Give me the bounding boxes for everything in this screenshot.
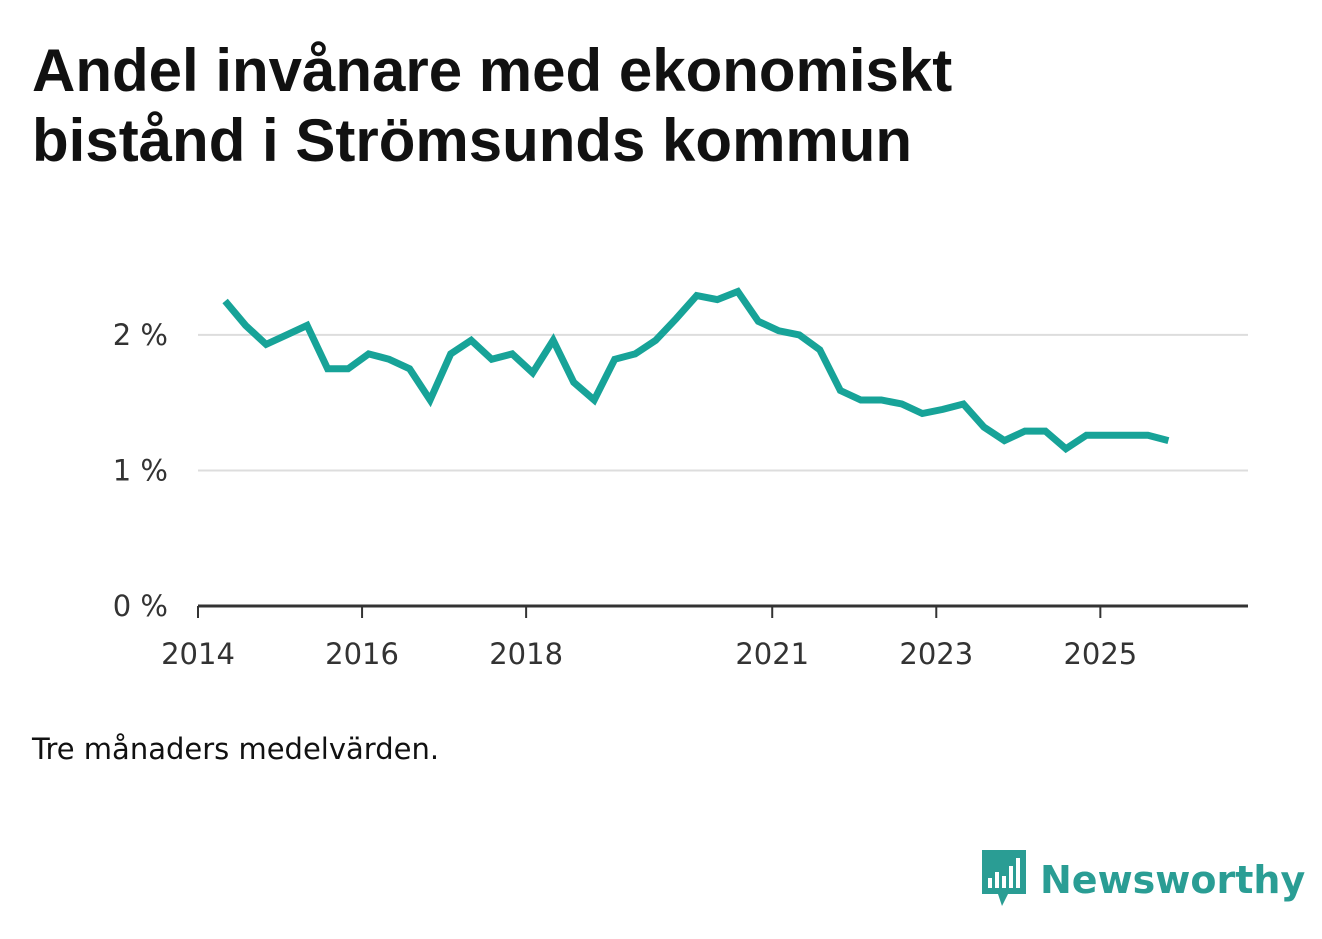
brand-name: Newsworthy bbox=[1040, 858, 1306, 902]
y-axis-labels: 0 % 1 % 2 % bbox=[113, 318, 168, 623]
x-tick-label: 2025 bbox=[1063, 637, 1137, 671]
x-tick-label: 2018 bbox=[489, 637, 563, 671]
chart-note: Tre månaders medelvärden. bbox=[32, 732, 440, 766]
x-tick-label: 2014 bbox=[161, 637, 235, 671]
chart-title: Andel invånare med ekonomiskt bistånd i … bbox=[32, 37, 953, 174]
y-tick-label: 2 % bbox=[113, 318, 168, 352]
x-tick-label: 2023 bbox=[899, 637, 973, 671]
series-layer bbox=[222, 287, 1170, 454]
y-tick-label: 1 % bbox=[113, 453, 168, 487]
x-axis bbox=[197, 604, 1248, 618]
x-axis-labels: 2014 2016 2018 2021 2023 2025 bbox=[161, 637, 1137, 671]
newsworthy-logo-icon bbox=[982, 850, 1026, 906]
x-tick-label: 2016 bbox=[325, 637, 399, 671]
newsworthy-logo[interactable]: Newsworthy bbox=[980, 848, 1305, 912]
gridlines bbox=[198, 333, 1248, 472]
series-line bbox=[222, 287, 1170, 454]
x-tick-label: 2021 bbox=[735, 637, 809, 671]
y-tick-label: 0 % bbox=[113, 589, 168, 623]
